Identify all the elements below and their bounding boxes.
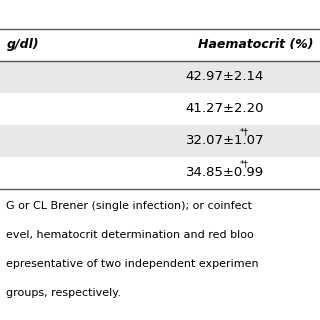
Text: 42.97±2.14: 42.97±2.14 xyxy=(186,70,264,83)
Text: *†: *† xyxy=(240,127,249,136)
Text: evel, hematocrit determination and red bloo: evel, hematocrit determination and red b… xyxy=(6,230,254,240)
Text: Haematocrit (%): Haematocrit (%) xyxy=(198,38,314,51)
Text: 41.27±2.20: 41.27±2.20 xyxy=(186,102,264,115)
Text: G or CL Brener (single infection); or coinfect: G or CL Brener (single infection); or co… xyxy=(6,201,252,212)
Bar xyxy=(0,125,320,157)
Text: epresentative of two independent experimen: epresentative of two independent experim… xyxy=(6,259,259,269)
Text: 34.85±0.99: 34.85±0.99 xyxy=(186,166,264,179)
Text: 32.07±1.07: 32.07±1.07 xyxy=(186,134,264,147)
Bar xyxy=(0,61,320,93)
Text: g/dl): g/dl) xyxy=(6,38,39,51)
Text: groups, respectively.: groups, respectively. xyxy=(6,288,121,298)
Text: *†: *† xyxy=(240,159,249,168)
